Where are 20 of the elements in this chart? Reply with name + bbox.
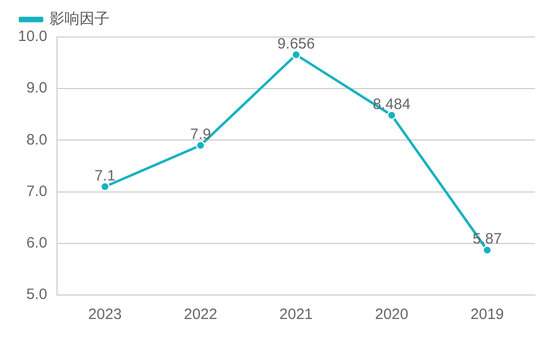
x-tick-label: 2019 — [470, 306, 504, 324]
y-tick-label: 10.0 — [18, 28, 48, 46]
point — [100, 182, 110, 192]
y-tick-label: 7.0 — [26, 182, 48, 200]
x-tick-label: 2023 — [88, 306, 122, 324]
x-tick-label: 2020 — [374, 306, 408, 324]
data-label: 9.656 — [277, 35, 315, 52]
legend-label: 影响因子 — [50, 10, 110, 28]
point — [196, 140, 206, 150]
y-tick-label: 5.0 — [26, 286, 48, 304]
x-tick-label: 2022 — [184, 306, 218, 324]
point — [291, 50, 301, 60]
data-label: 7.9 — [190, 126, 211, 143]
point — [387, 110, 396, 120]
x-tick-label: 2021 — [279, 306, 313, 324]
y-tick-label: 9.0 — [26, 80, 48, 97]
y-tick-label: 8.0 — [26, 131, 48, 148]
data-label: 7.1 — [94, 167, 116, 184]
y-tick-label: 6.0 — [26, 234, 48, 252]
data-label: 8.484 — [372, 96, 410, 113]
